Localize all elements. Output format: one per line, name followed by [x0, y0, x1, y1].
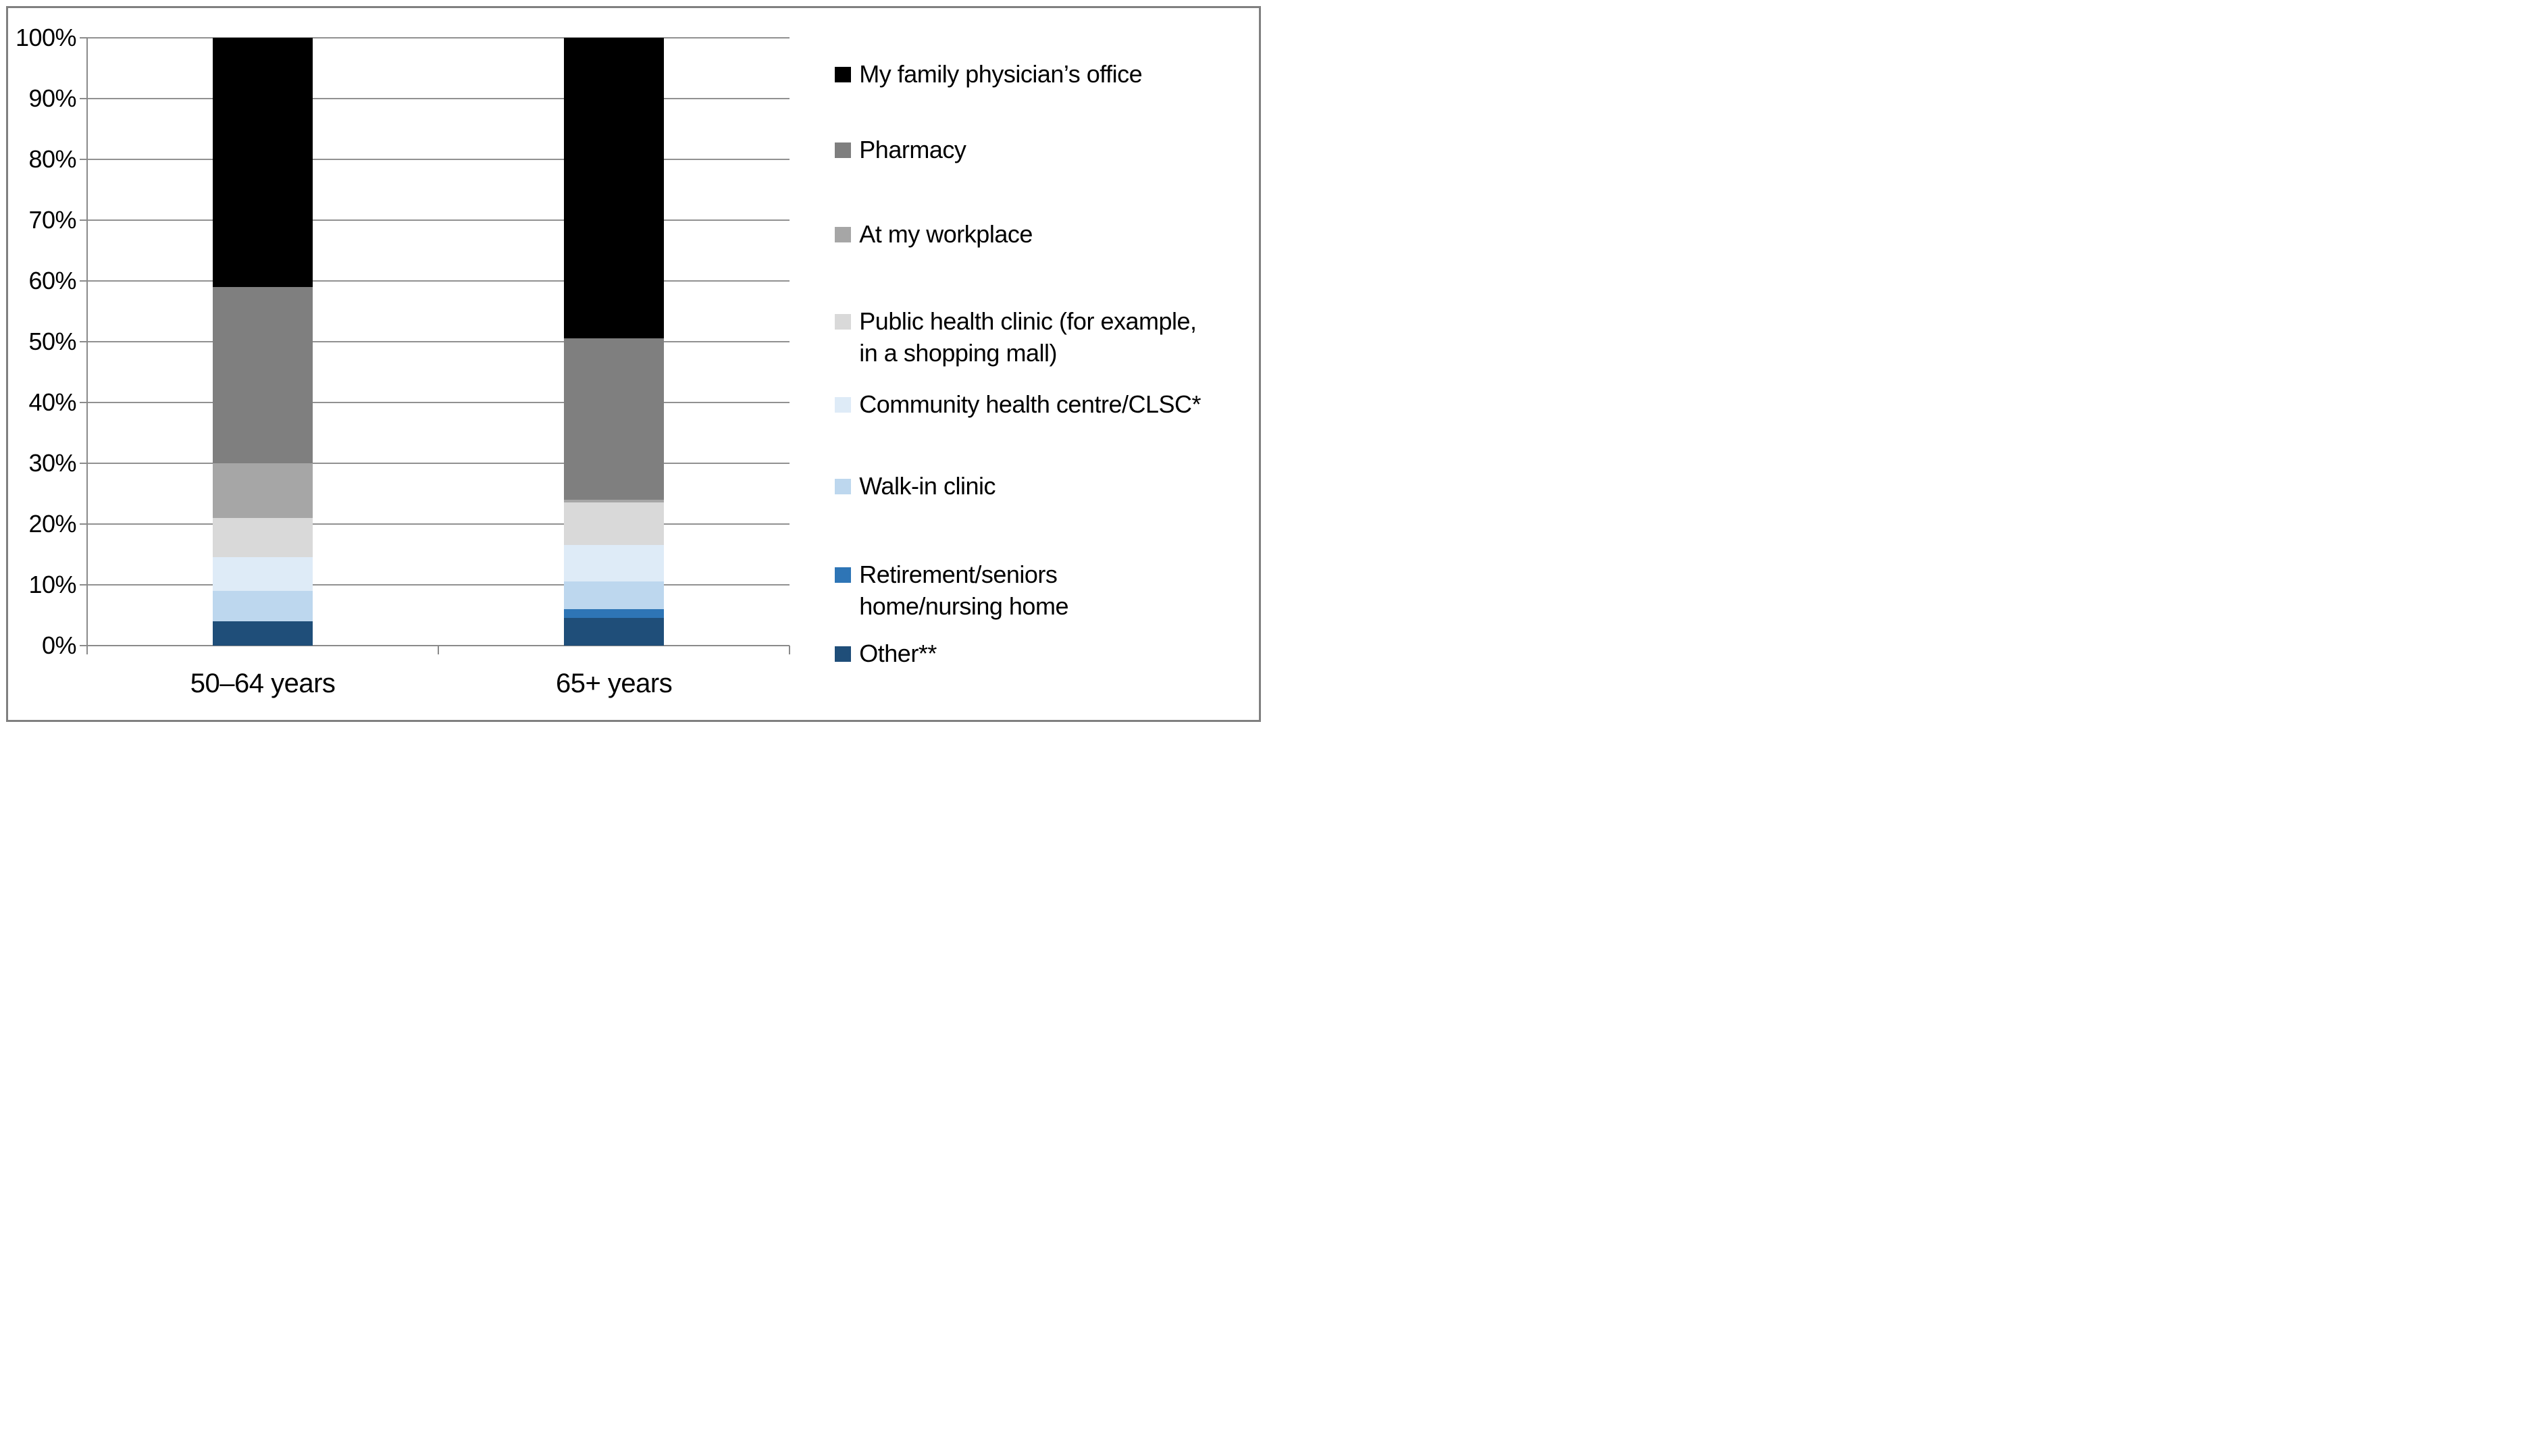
legend-swatch-workplace	[835, 227, 852, 243]
bar-segment-workplace	[563, 499, 665, 503]
y-axis-tick-label: 60%	[28, 266, 77, 294]
y-axis-tick-label: 30%	[28, 448, 77, 477]
bar-50-64-years	[212, 37, 313, 646]
bar-segment-physician-office	[212, 37, 313, 287]
gridline	[87, 401, 790, 403]
legend-label-pharmacy: Pharmacy	[859, 134, 966, 166]
legend-item-walk-in-clinic: Walk-in clinic	[835, 470, 1234, 502]
gridline	[87, 523, 790, 525]
y-axis-tick	[80, 523, 88, 525]
y-axis-line	[86, 37, 88, 654]
y-axis-tick-label: 90%	[28, 84, 77, 112]
bar-segment-walk-in-clinic	[563, 581, 665, 609]
y-axis-tick-label: 80%	[28, 145, 77, 173]
x-axis-tick	[789, 645, 791, 654]
bar-segment-community-centre	[212, 557, 313, 591]
legend-swatch-retirement-home	[835, 567, 852, 583]
bar-segment-pharmacy	[563, 338, 665, 500]
legend-label-line: Community health centre/CLSC*	[859, 390, 1201, 418]
gridline	[87, 583, 790, 586]
y-axis-tick	[80, 219, 88, 221]
legend-label-walk-in-clinic: Walk-in clinic	[859, 470, 996, 502]
legend-label-line: home/nursing home	[859, 592, 1068, 621]
y-axis-tick-label: 50%	[28, 327, 77, 355]
bar-segment-public-clinic	[563, 502, 665, 546]
legend-swatch-other	[835, 646, 852, 662]
legend-item-workplace: At my workplace	[835, 218, 1234, 251]
bar-segment-pharmacy	[212, 286, 313, 463]
legend-label-line: Public health clinic (for example,	[859, 307, 1197, 335]
legend-item-pharmacy: Pharmacy	[835, 134, 1234, 166]
y-axis-tick-label: 70%	[28, 205, 77, 234]
legend-item-other: Other**	[835, 638, 1234, 670]
legend-label-other: Other**	[859, 638, 937, 670]
legend-swatch-pharmacy	[835, 142, 852, 159]
gridline	[87, 340, 790, 342]
bar-segment-community-centre	[563, 545, 665, 582]
y-axis-tick	[80, 401, 88, 403]
bar-segment-retirement-home	[563, 608, 665, 619]
legend-label-retirement-home: Retirement/seniors home/nursing home	[859, 558, 1068, 623]
y-axis-tick-label: 20%	[28, 509, 77, 538]
y-axis-tick-label: 40%	[28, 388, 77, 416]
x-axis-tick	[438, 645, 440, 654]
legend-item-retirement-home: Retirement/seniors home/nursing home	[835, 558, 1234, 623]
y-axis-tick	[80, 583, 88, 586]
gridline	[87, 97, 790, 99]
y-axis-tick	[80, 97, 88, 99]
bar-segment-other	[563, 618, 665, 646]
legend-label-line: My family physician’s office	[859, 60, 1143, 88]
legend-label-line: At my workplace	[859, 220, 1033, 249]
y-axis-tick-label: 0%	[42, 631, 77, 659]
gridline	[87, 462, 790, 464]
bar-segment-physician-office	[563, 37, 665, 339]
legend-label-line: Other**	[859, 640, 937, 668]
legend-swatch-community-centre	[835, 396, 852, 413]
legend-swatch-physician-office	[835, 67, 852, 83]
legend-label-line: Pharmacy	[859, 136, 966, 164]
y-axis-tick	[80, 36, 88, 38]
x-axis-label-50-64: 50–64 years	[190, 668, 336, 698]
plot-area: 100% 90% 80% 70% 60% 50% 40% 30% 20% 10%…	[16, 24, 791, 698]
y-axis-tick	[80, 280, 88, 282]
legend-label-line: Walk-in clinic	[859, 472, 996, 500]
legend-label-line: Retirement/seniors	[859, 560, 1058, 588]
legend-item-public-clinic: Public health clinic (for example, in a s…	[835, 305, 1234, 369]
y-axis-tick-label: 10%	[28, 570, 77, 598]
chart-canvas: 100% 90% 80% 70% 60% 50% 40% 30% 20% 10%…	[0, 0, 1267, 728]
y-axis-tick	[80, 462, 88, 464]
legend-swatch-walk-in-clinic	[835, 479, 852, 495]
gridline	[87, 219, 790, 221]
legend-label-physician-office: My family physician’s office	[859, 58, 1142, 90]
legend-label-workplace: At my workplace	[859, 218, 1033, 251]
y-axis-tick-label: 100%	[15, 23, 77, 51]
x-axis-tick	[86, 645, 88, 654]
y-axis-tick	[80, 644, 88, 646]
bar-65-plus-years	[563, 37, 665, 646]
x-axis-label-65-plus: 65+ years	[555, 668, 673, 698]
bar-segment-other	[212, 621, 313, 646]
gridline	[87, 280, 790, 282]
legend-label-line: in a shopping mall)	[859, 339, 1057, 367]
chart-outer-border	[6, 6, 1261, 722]
legend-label-community-centre: Community health centre/CLSC*	[859, 388, 1201, 421]
y-axis-tick	[80, 340, 88, 342]
bar-segment-workplace	[212, 463, 313, 518]
bar-segment-public-clinic	[212, 517, 313, 558]
legend-item-community-centre: Community health centre/CLSC*	[835, 388, 1234, 421]
bar-segment-walk-in-clinic	[212, 590, 313, 621]
legend-item-physician-office: My family physician’s office	[835, 58, 1234, 90]
gridline	[87, 36, 790, 38]
legend-label-public-clinic: Public health clinic (for example, in a s…	[859, 305, 1197, 369]
legend-swatch-public-clinic	[835, 313, 852, 330]
y-axis-tick	[80, 158, 88, 160]
gridline	[87, 158, 790, 160]
